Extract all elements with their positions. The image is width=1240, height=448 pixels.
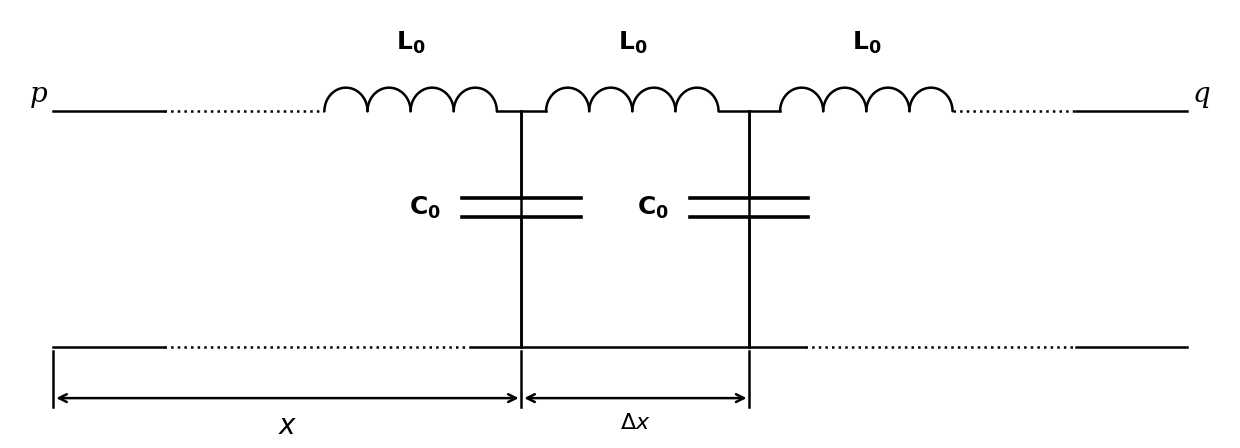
Text: $\mathbf{C_0}$: $\mathbf{C_0}$: [637, 194, 670, 221]
Text: q: q: [1193, 81, 1210, 108]
Text: $\Delta x$: $\Delta x$: [620, 413, 651, 433]
Text: $\mathbf{L_0}$: $\mathbf{L_0}$: [852, 30, 882, 56]
Text: $\mathbf{L_0}$: $\mathbf{L_0}$: [618, 30, 647, 56]
Text: $\mathbf{L_0}$: $\mathbf{L_0}$: [396, 30, 425, 56]
Text: $\mathbf{C_0}$: $\mathbf{C_0}$: [409, 194, 441, 221]
Text: p: p: [30, 81, 47, 108]
Text: $\mathit{x}$: $\mathit{x}$: [278, 413, 298, 440]
